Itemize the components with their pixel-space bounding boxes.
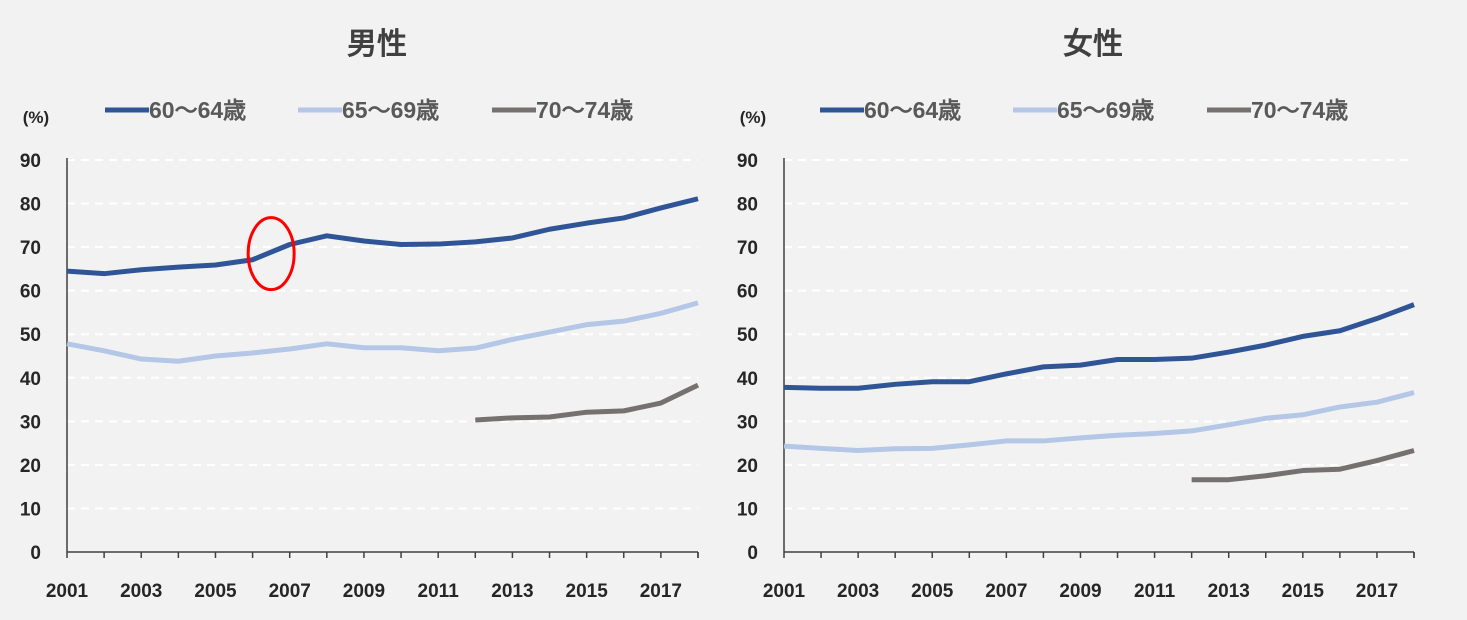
x-tick-label: 2001 [46,581,89,602]
x-tick-label: 2013 [491,581,533,602]
y-tick-label: 0 [747,543,758,564]
x-tick-label: 2003 [120,581,162,602]
y-tick-label: 20 [20,456,41,477]
x-tick-label: 2005 [194,581,237,602]
y-tick-label: 80 [737,195,758,216]
y-tick-label: 20 [737,456,758,477]
x-tick-label: 2009 [1059,581,1101,602]
chart-title: 女性 [1063,27,1123,61]
legend-label-2: 65～69歳 [342,97,439,123]
legend-label-2: 65～69歳 [1057,97,1154,123]
y-tick-label: 50 [20,325,41,346]
y-tick-label: 30 [20,412,41,433]
x-tick-label: 2017 [1356,581,1398,602]
y-tick-label: 60 [737,282,758,303]
highlight-ellipse [246,216,296,292]
x-tick-label: 2015 [566,581,609,602]
y-tick-label: 70 [20,238,41,259]
series-line-2 [66,300,699,364]
y-tick-label: 90 [737,151,758,172]
y-tick-label: 50 [737,325,758,346]
x-tick-label: 2015 [1282,581,1325,602]
y-tick-label: 60 [20,282,41,303]
y-axis-unit: (%) [740,108,766,127]
x-tick-label: 2009 [343,581,385,602]
x-tick-label: 2007 [269,581,311,602]
y-axis-unit: (%) [23,108,49,127]
x-tick-label: 2005 [911,581,954,602]
y-tick-label: 40 [737,369,758,390]
x-tick-label: 2007 [985,581,1027,602]
x-tick-label: 2013 [1208,581,1250,602]
y-tick-label: 70 [737,238,758,259]
x-tick-label: 2011 [418,581,460,602]
series-line-3 [475,382,700,423]
series-line-2 [783,390,1415,454]
x-tick-label: 2011 [1134,581,1176,602]
y-tick-label: 80 [20,195,41,216]
y-tick-label: 10 [20,499,41,520]
series-line-1 [783,302,1415,391]
chart-panel-male: 男性 (%) 60～64歳 65～69歳 70～74歳 0 10 20 30 40 50 60 70 80… [20,28,700,602]
legend-label-3: 70～74歳 [536,97,633,123]
legend-label-1: 60～64歳 [149,97,246,123]
y-tick-label: 90 [20,151,41,172]
series-line-3 [1191,448,1415,483]
y-tick-label: 10 [737,499,758,520]
y-tick-label: 0 [30,543,41,564]
x-tick-label: 2001 [763,581,806,602]
y-tick-label: 40 [20,369,41,390]
legend-label-1: 60～64歳 [864,97,961,123]
y-tick-label: 30 [737,412,758,433]
chart-title: 男性 [347,28,407,61]
x-tick-label: 2003 [837,581,879,602]
x-tick-label: 2017 [640,581,682,602]
chart-panel-female: 女性 (%) 60～64歳 65～69歳 70～74歳 0 10 20 30 40 50 60 70 80… [737,27,1415,602]
legend-label-3: 70～74歳 [1251,97,1348,123]
series-line-1 [66,196,699,277]
